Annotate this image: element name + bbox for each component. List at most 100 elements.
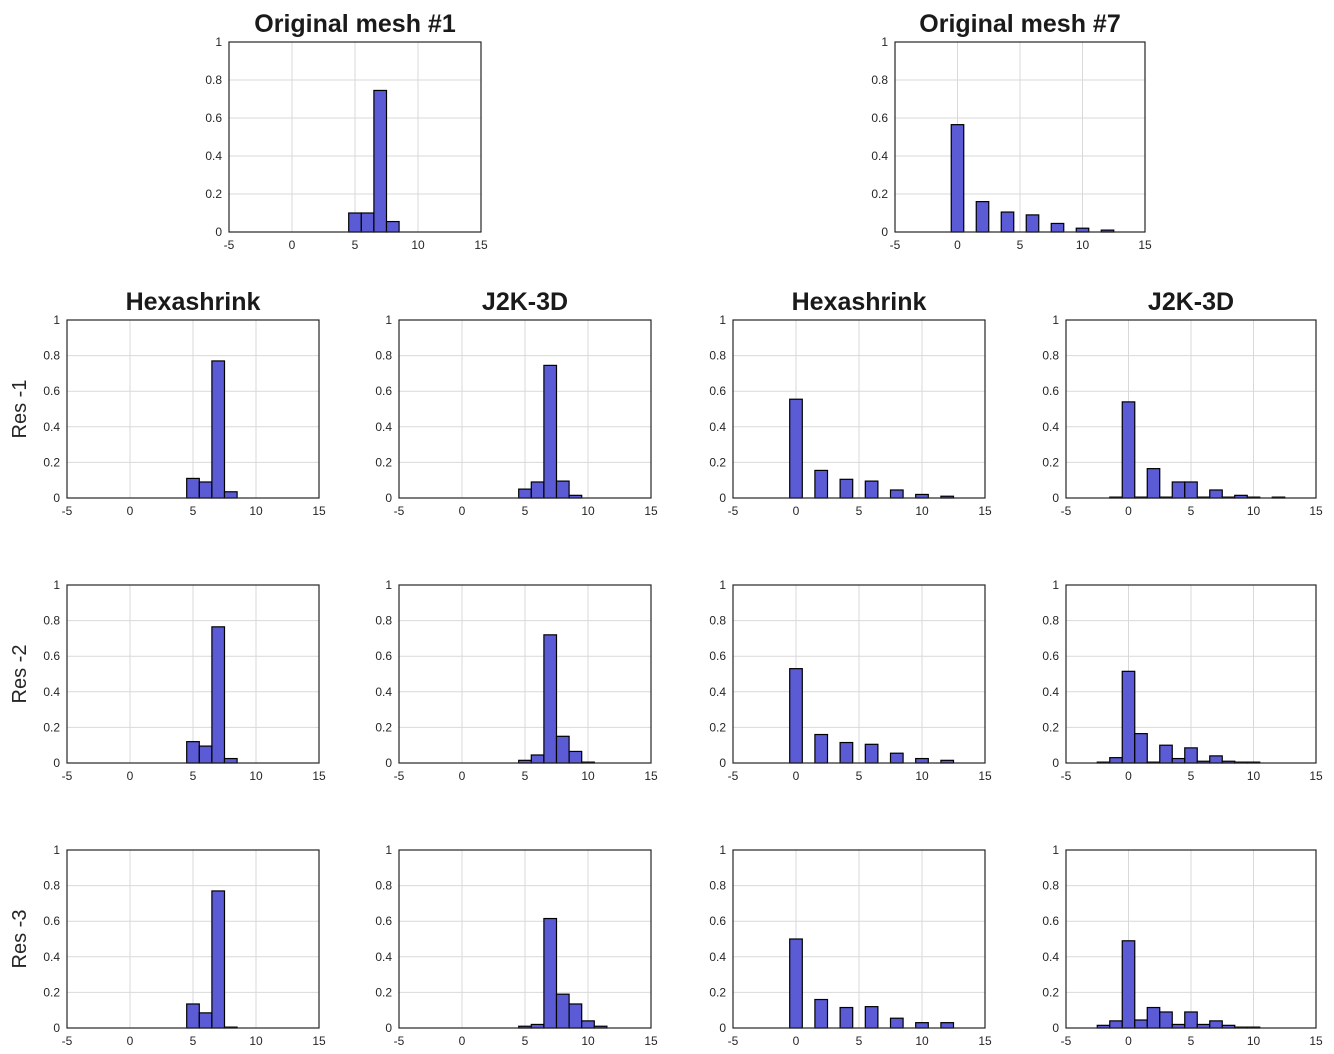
y-tick-label: 0.4 [375,950,392,964]
x-tick-label: 10 [581,504,595,518]
y-tick-label: 0.2 [43,985,60,999]
y-tick-label: 0.6 [375,384,392,398]
y-tick-label: 0.4 [709,420,726,434]
x-tick-label: 15 [474,238,488,252]
x-tick-label: -5 [1061,1034,1072,1048]
x-tick-label: -5 [394,1034,405,1048]
bar-r3c3-2 [839,1006,854,1029]
x-tick-label: -5 [1061,769,1072,783]
bar-r3c4-5 [1159,1011,1173,1029]
x-tick-label: -5 [394,504,405,518]
axes-frame [66,584,320,764]
bar-r3c4-1 [1109,1020,1123,1029]
x-tick-label: -5 [224,238,235,252]
x-tick-label: 15 [312,769,326,783]
bar-r3c2-5 [581,1020,595,1029]
row-label-res-3: Res -3 [9,910,31,969]
x-tick-label: 0 [289,238,296,252]
x-tick-label: 0 [459,1034,466,1048]
bar-r2c4-2 [1121,670,1136,764]
x-tick-label: 0 [1125,1034,1132,1048]
y-tick-label: 1 [385,843,392,857]
x-tick-label: 0 [459,504,466,518]
x-tick-label: 10 [915,1034,929,1048]
bar-r3c3-4 [889,1017,904,1029]
y-tick-label: 0.8 [43,614,60,628]
bar-r3c4-7 [1184,1011,1198,1029]
x-tick-label: 10 [249,504,263,518]
bar-orig7-3 [1025,214,1040,233]
y-tick-label: 0 [53,491,60,505]
bar-r2c4-5 [1159,744,1173,764]
bar-r2c1-3 [223,757,238,764]
y-tick-label: 0.2 [43,720,60,734]
x-tick-label: 5 [522,1034,529,1048]
x-tick-label: 15 [978,769,992,783]
x-tick-label: -5 [394,769,405,783]
chart-r2c1: 00.20.40.60.81-5 0 5 10 15 [43,578,326,783]
axes-frame [894,41,1146,233]
bar-orig7-2 [1000,211,1015,233]
y-tick-label: 0.8 [1042,614,1059,628]
bar-r2c4-7 [1184,747,1198,764]
y-tick-label: 0.6 [375,914,392,928]
bar-r2c1-0 [186,741,200,764]
y-tick-label: 1 [881,35,888,49]
chart-title: Hexashrink [126,288,261,316]
axes-frame [228,41,482,233]
y-tick-label: 0.8 [43,879,60,893]
bar-r1c3-1 [814,469,829,499]
x-tick-label: 10 [1247,769,1261,783]
bar-r3c3-6 [940,1022,955,1029]
bar-r2c3-2 [839,741,854,764]
y-tick-label: 1 [385,313,392,327]
bar-r3c4-4 [1146,1006,1161,1029]
x-tick-label: 15 [978,1034,992,1048]
row-label-res-2: Res -2 [9,645,31,704]
axes-frame [398,584,652,764]
bar-r2c2-4 [568,750,583,764]
y-tick-label: 0.4 [709,685,726,699]
y-tick-label: 0.8 [375,614,392,628]
x-tick-label: 10 [915,504,929,518]
bar-orig1-1 [360,212,375,233]
y-tick-label: 0.2 [709,720,726,734]
bar-r1c1-0 [186,477,200,499]
chart-title: Original mesh #1 [254,10,456,38]
x-tick-label: 0 [127,504,134,518]
y-tick-label: 0 [719,491,726,505]
bar-r3c1-1 [198,1012,213,1029]
x-tick-label: -5 [62,504,73,518]
bar-r1c3-0 [789,398,803,499]
bar-r1c2-3 [555,480,570,499]
bar-r2c1-1 [198,745,213,764]
x-tick-label: 15 [312,504,326,518]
bar-r1c4-3 [1146,468,1161,499]
bar-orig1-3 [385,220,400,233]
y-tick-label: 0 [719,1021,726,1035]
bar-r2c1-2 [211,626,226,764]
y-tick-label: 0.6 [709,384,726,398]
x-tick-label: 10 [411,238,425,252]
chart-title: J2K-3D [1148,288,1234,316]
x-tick-label: 10 [1247,504,1261,518]
x-tick-label: 5 [1017,238,1024,252]
bar-orig1-0 [348,212,362,233]
axes-frame [66,849,320,1029]
bar-r2c3-4 [889,752,904,764]
x-tick-label: 10 [1247,1034,1261,1048]
y-tick-label: 0.6 [709,914,726,928]
bar-r1c3-3 [864,480,879,499]
x-tick-label: 10 [249,769,263,783]
x-tick-label: 10 [915,769,929,783]
bar-r1c1-3 [223,491,238,499]
y-tick-label: 1 [385,578,392,592]
y-tick-label: 1 [215,35,222,49]
bar-orig7-1 [975,201,990,233]
y-tick-label: 0.8 [375,349,392,363]
y-tick-label: 1 [719,313,726,327]
bar-r1c4-1 [1121,401,1136,499]
y-tick-label: 0.4 [375,685,392,699]
y-tick-label: 0.2 [871,187,888,201]
x-tick-label: 0 [793,1034,800,1048]
